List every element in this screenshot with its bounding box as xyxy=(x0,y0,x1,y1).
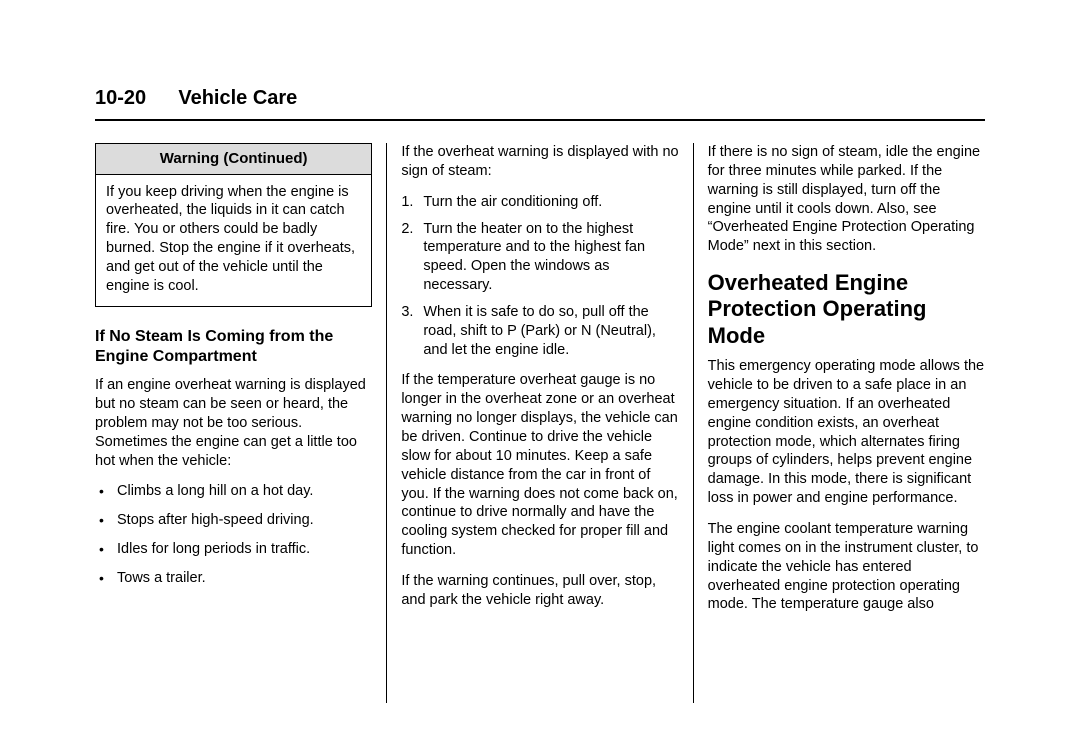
col3-para2: This emergency operating mode allows the… xyxy=(708,357,985,508)
page-number: 10-20 xyxy=(95,87,146,109)
list-item: Climbs a long hill on a hot day. xyxy=(95,482,372,501)
subhead-no-steam: If No Steam Is Coming from the Engine Co… xyxy=(95,327,372,369)
section-head-protection-mode: Overheated Engine Protection Operating M… xyxy=(708,270,985,349)
col2-para2: If the warning continues, pull over, sto… xyxy=(401,572,678,610)
warning-box: Warning (Continued) If you keep driving … xyxy=(95,143,372,307)
content-columns: Warning (Continued) If you keep driving … xyxy=(95,143,985,703)
warning-title: Warning (Continued) xyxy=(96,144,371,175)
list-item: Stops after high-speed driving. xyxy=(95,511,372,530)
page-header: 10-20 Vehicle Care xyxy=(95,85,985,121)
chapter-title: Vehicle Care xyxy=(178,87,297,109)
column-3: If there is no sign of steam, idle the e… xyxy=(694,143,985,703)
col3-para1: If there is no sign of steam, idle the e… xyxy=(708,143,985,256)
col1-intro: If an engine overheat warning is display… xyxy=(95,376,372,470)
manual-page: 10-20 Vehicle Care Warning (Continued) I… xyxy=(0,0,1080,756)
list-item: Turn the air conditioning off. xyxy=(401,193,678,212)
col1-bullets: Climbs a long hill on a hot day. Stops a… xyxy=(95,482,372,587)
list-item: When it is safe to do so, pull off the r… xyxy=(401,303,678,360)
list-item: Tows a trailer. xyxy=(95,569,372,588)
warning-body: If you keep driving when the engine is o… xyxy=(96,175,371,306)
column-1: Warning (Continued) If you keep driving … xyxy=(95,143,387,703)
list-item: Idles for long periods in traffic. xyxy=(95,540,372,559)
col2-steps: Turn the air conditioning off. Turn the … xyxy=(401,193,678,360)
list-item: Turn the heater on to the highest temper… xyxy=(401,220,678,295)
column-2: If the overheat warning is displayed wit… xyxy=(387,143,693,703)
col3-para3: The engine coolant temperature warning l… xyxy=(708,520,985,614)
col2-intro: If the overheat warning is displayed wit… xyxy=(401,143,678,181)
col2-para1: If the temperature overheat gauge is no … xyxy=(401,371,678,559)
